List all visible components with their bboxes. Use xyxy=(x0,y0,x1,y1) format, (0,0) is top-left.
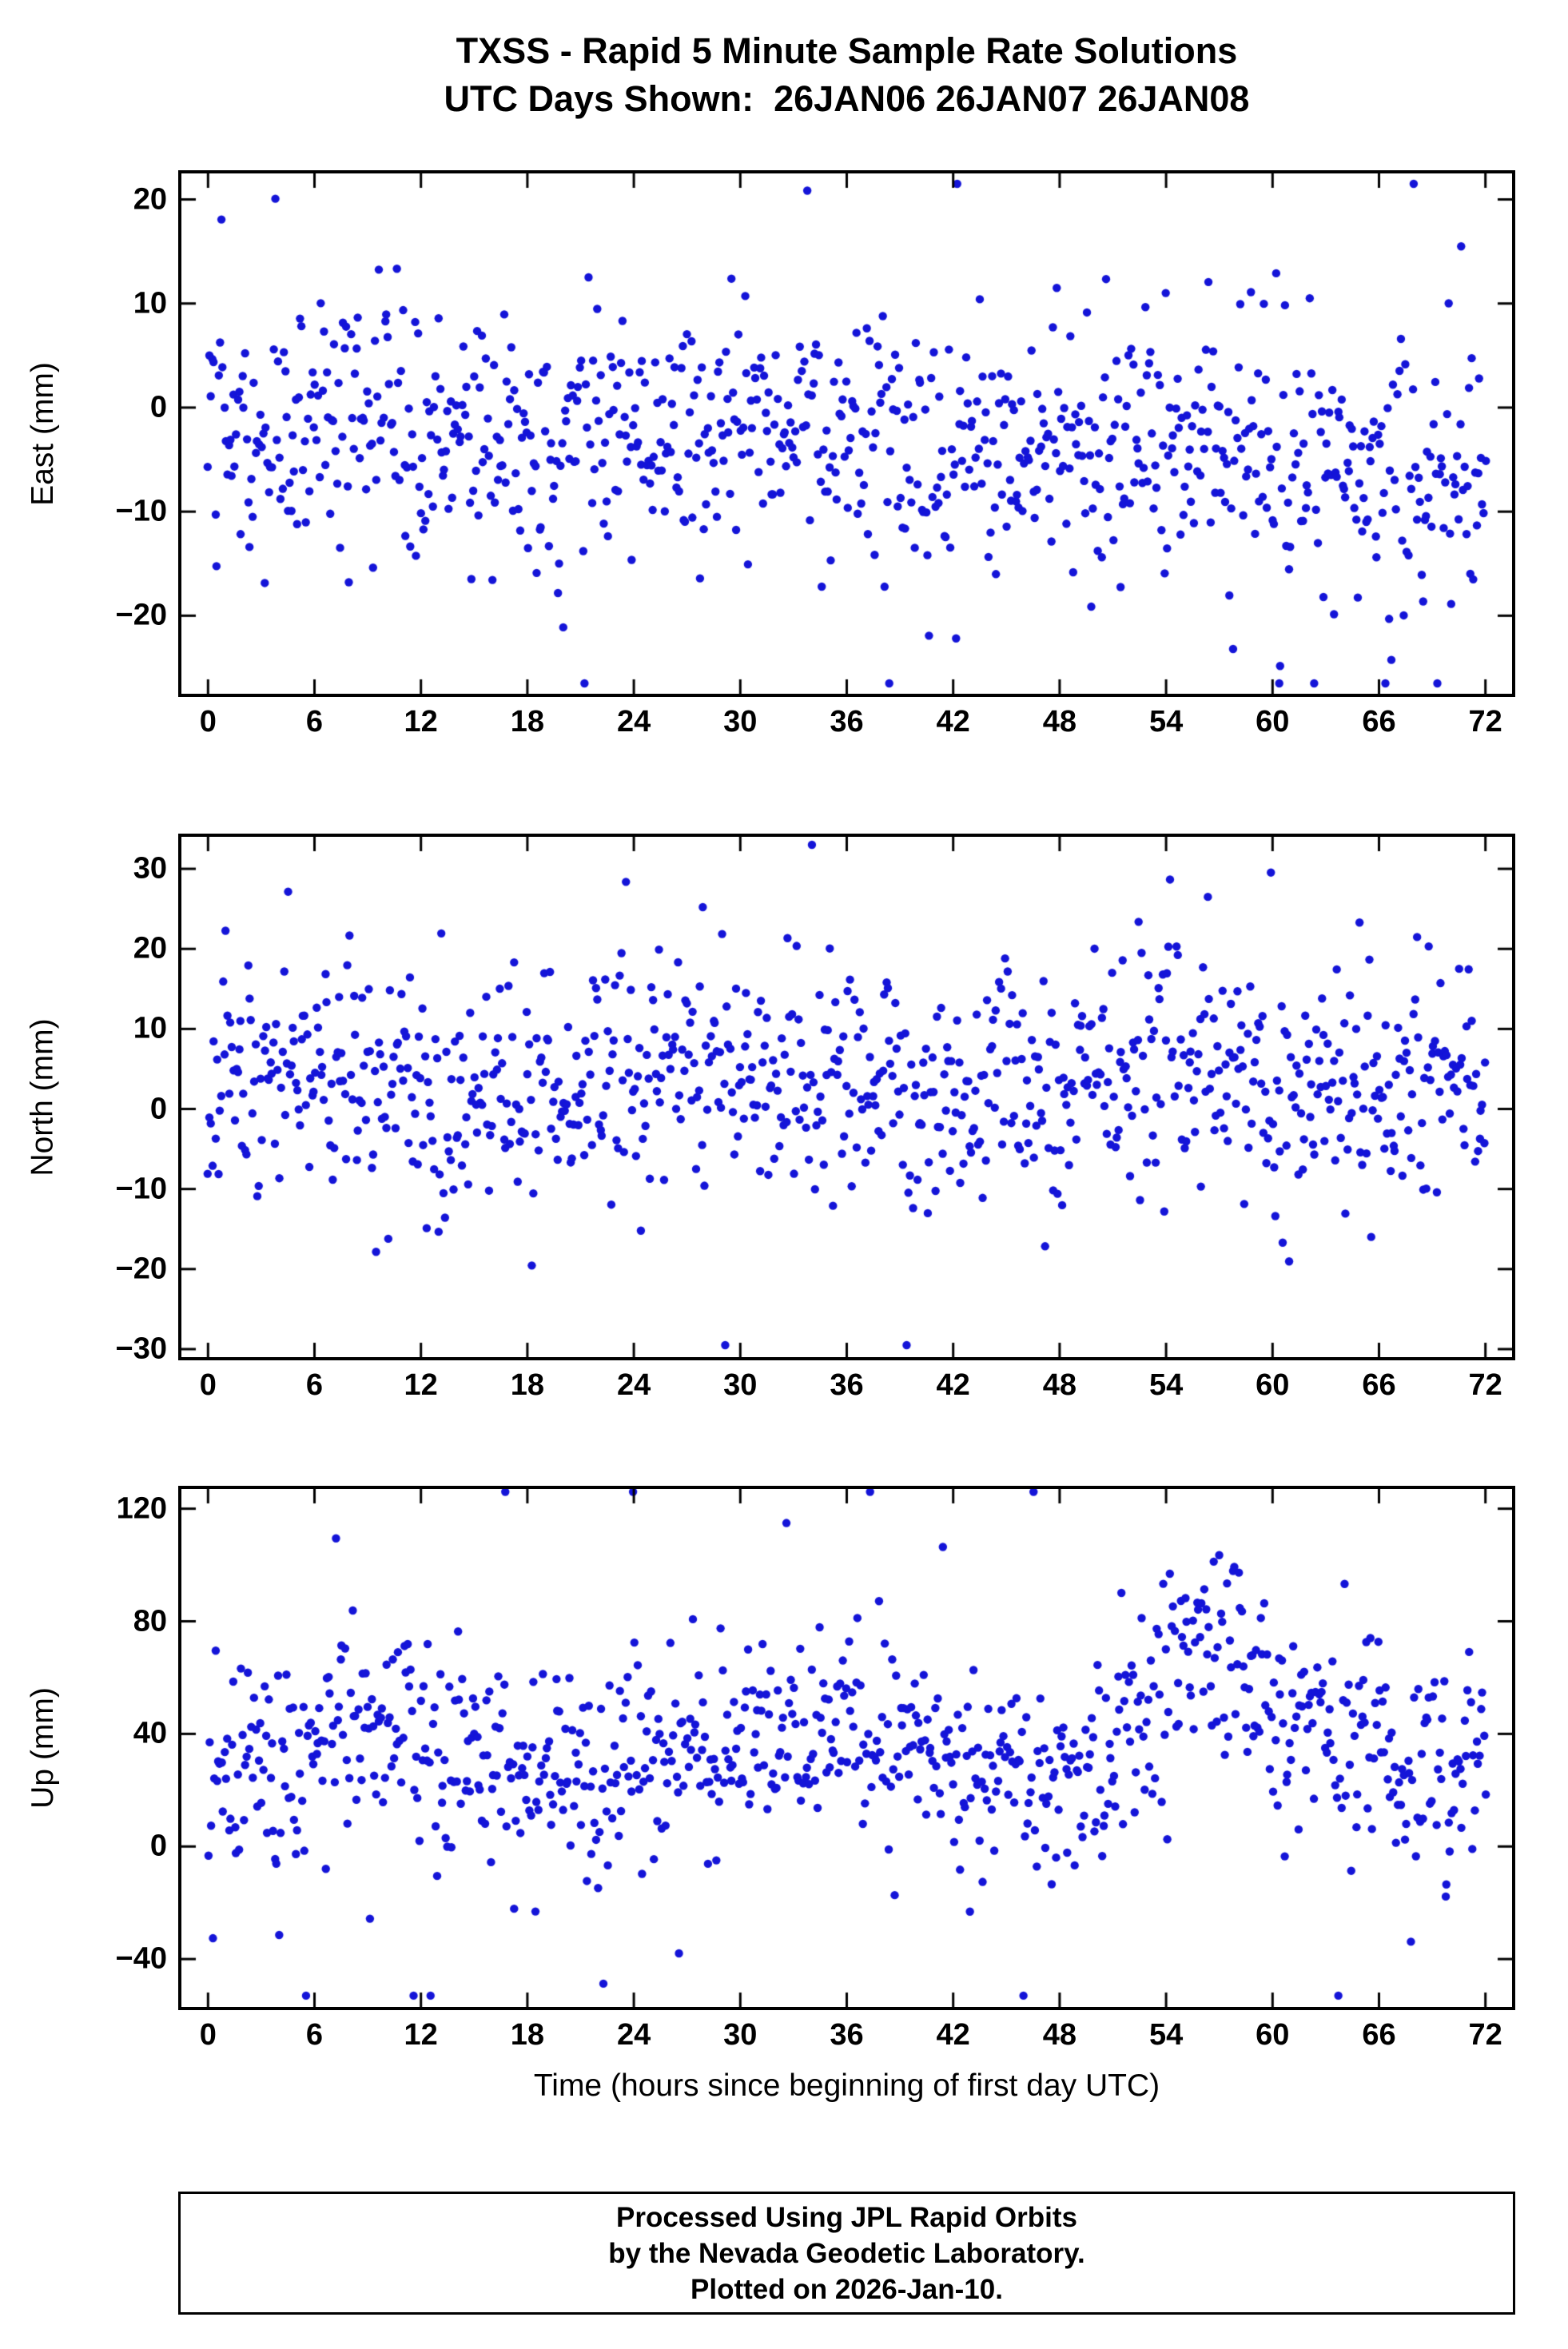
plot-frame-up: −40 0 40 80 120 0 6 12 18 24 30 36 42 48 54 60 66 72 xyxy=(116,1486,1515,2052)
y-axis-label-east: East (mm) xyxy=(26,361,61,506)
y-axis-label-wrap-east: East (mm) xyxy=(22,170,65,697)
y-tick-label-up: 0 xyxy=(149,1829,167,1863)
x-tick-label-east: 48 xyxy=(1042,705,1077,739)
panel-east: East (mm) −20 −10 0 10 20 0 6 12 18 24 30 36 42 48 54 6… xyxy=(26,170,1515,739)
x-tick-label-up: 30 xyxy=(723,2018,758,2052)
panel-north: North (mm) −30 −20 −10 0 10 20 30 0 6 12 18 24 30 36 4… xyxy=(26,834,1515,1402)
x-tick-label-north: 72 xyxy=(1468,1368,1502,1402)
footer-line-2: by the Nevada Geodetic Laboratory. xyxy=(608,2237,1085,2269)
x-tick-label-east: 66 xyxy=(1362,705,1396,739)
plot-frame-east: −20 −10 0 10 20 0 6 12 18 24 30 36 42 48 54 60 66 72 xyxy=(116,170,1515,739)
x-tick-label-east: 0 xyxy=(199,705,217,739)
footer-line-1: Processed Using JPL Rapid Orbits xyxy=(615,2201,1078,2233)
y-tick-label-east: 20 xyxy=(133,182,167,217)
y-axis-label-north: North (mm) xyxy=(26,1017,60,1176)
x-tick-label-north: 42 xyxy=(936,1368,970,1402)
x-tick-label-up: 48 xyxy=(1042,2018,1077,2052)
x-tick-label-east: 72 xyxy=(1468,705,1502,739)
x-tick-label-east: 6 xyxy=(305,705,324,739)
y-tick-label-east: 10 xyxy=(133,286,167,320)
x-tick-label-east: 60 xyxy=(1256,705,1290,739)
y-tick-label-north: −10 xyxy=(115,1172,167,1206)
y-tick-label-north: 30 xyxy=(133,851,167,886)
y-tick-label-east: 0 xyxy=(149,390,167,424)
x-tick-label-up: 24 xyxy=(616,2018,651,2052)
x-tick-label-north: 48 xyxy=(1042,1368,1077,1402)
y-tick-label-north: 0 xyxy=(149,1092,167,1126)
x-tick-label-east: 42 xyxy=(936,705,970,739)
x-tick-label-north: 54 xyxy=(1148,1368,1184,1402)
x-tick-label-up: 0 xyxy=(199,2018,217,2052)
x-tick-label-north: 12 xyxy=(404,1368,438,1402)
x-tick-label-up: 18 xyxy=(510,2018,545,2052)
y-axis-label-wrap-north: North (mm) xyxy=(22,834,65,1360)
x-tick-label-east: 30 xyxy=(723,705,758,739)
x-tick-label-east: 36 xyxy=(830,705,864,739)
x-axis-label: Time (hours since beginning of first day… xyxy=(533,2068,1160,2103)
x-tick-label-up: 12 xyxy=(404,2018,438,2052)
y-tick-label-north: 20 xyxy=(133,931,167,965)
chart-title: TXSS - Rapid 5 Minute Sample Rate Soluti… xyxy=(456,30,1238,71)
scatter-canvas-east xyxy=(181,173,1512,694)
x-tick-label-up: 54 xyxy=(1148,2018,1184,2052)
y-tick-label-up: −40 xyxy=(115,1941,167,1976)
y-tick-label-up: 80 xyxy=(133,1604,167,1638)
y-axis-label-up: Up (mm) xyxy=(26,1687,61,1809)
x-tick-label-north: 30 xyxy=(723,1368,758,1402)
x-tick-label-up: 6 xyxy=(305,2018,324,2052)
x-tick-label-up: 42 xyxy=(936,2018,970,2052)
x-tick-label-north: 6 xyxy=(305,1368,324,1402)
y-tick-label-east: −10 xyxy=(115,494,167,528)
y-tick-label-up: 120 xyxy=(116,1491,167,1526)
chart-subtitle: UTC Days Shown: 26JAN06 26JAN07 26JAN08 xyxy=(444,78,1250,119)
x-tick-label-up: 66 xyxy=(1362,2018,1396,2052)
y-tick-label-east: −20 xyxy=(115,598,167,632)
x-tick-label-up: 72 xyxy=(1468,2018,1502,2052)
chart-titles: TXSS - Rapid 5 Minute Sample Rate Soluti… xyxy=(178,27,1515,123)
x-tick-label-east: 24 xyxy=(616,705,651,739)
scatter-canvas-up xyxy=(181,1489,1512,2007)
x-tick-label-north: 24 xyxy=(616,1368,651,1402)
x-tick-label-north: 36 xyxy=(830,1368,864,1402)
y-tick-label-up: 40 xyxy=(133,1716,167,1750)
x-tick-label-east: 54 xyxy=(1148,705,1184,739)
x-tick-label-north: 18 xyxy=(510,1368,545,1402)
x-tick-label-east: 12 xyxy=(404,705,438,739)
x-tick-label-up: 36 xyxy=(830,2018,864,2052)
y-axis-label-wrap-up: Up (mm) xyxy=(22,1486,65,2010)
y-tick-label-north: 10 xyxy=(133,1011,167,1045)
y-tick-label-north: −20 xyxy=(115,1252,167,1286)
x-tick-label-north: 0 xyxy=(199,1368,217,1402)
y-tick-label-north: −30 xyxy=(115,1332,167,1366)
plot-frame-north: −30 −20 −10 0 10 20 30 0 6 12 18 24 30 36 42 48 54 60 66 72 xyxy=(116,834,1515,1402)
x-tick-label-east: 18 xyxy=(510,705,545,739)
footer-line-3: Plotted on 2026-Jan-10. xyxy=(690,2273,1003,2305)
x-tick-label-north: 66 xyxy=(1362,1368,1396,1402)
footer-box: Processed Using JPL Rapid Orbits by the … xyxy=(178,2192,1515,2315)
panel-up: Up (mm) −40 0 40 80 120 0 6 12 18 24 30 36 42 48 54 60 6… xyxy=(26,1486,1515,2052)
x-tick-label-up: 60 xyxy=(1256,2018,1290,2052)
scatter-canvas-north xyxy=(181,837,1512,1357)
x-tick-label-north: 60 xyxy=(1256,1368,1290,1402)
